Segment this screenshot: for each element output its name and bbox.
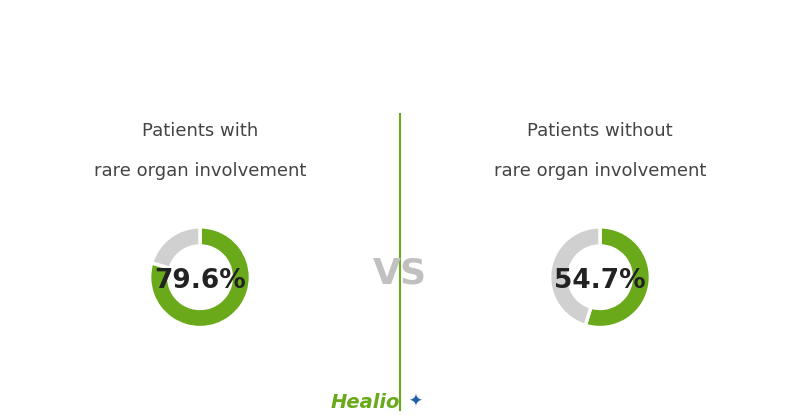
Wedge shape [586, 227, 650, 328]
Text: ✦: ✦ [408, 393, 422, 411]
Text: rare organ involvement: rare organ involvement [494, 162, 706, 180]
Text: Proportion of patients with sarcoidosis: Proportion of patients with sarcoidosis [164, 28, 636, 48]
Text: Patients with: Patients with [142, 122, 258, 139]
Text: 79.6%: 79.6% [154, 268, 246, 294]
Text: Patients without: Patients without [527, 122, 673, 139]
Text: 54.7%: 54.7% [554, 268, 646, 294]
Text: VS: VS [373, 257, 427, 291]
Text: requiring sarcoid-specific therapy :: requiring sarcoid-specific therapy : [187, 68, 613, 89]
Wedge shape [550, 227, 600, 326]
Text: rare organ involvement: rare organ involvement [94, 162, 306, 180]
Text: Healio: Healio [330, 393, 400, 412]
Wedge shape [150, 227, 250, 328]
Wedge shape [152, 227, 200, 268]
